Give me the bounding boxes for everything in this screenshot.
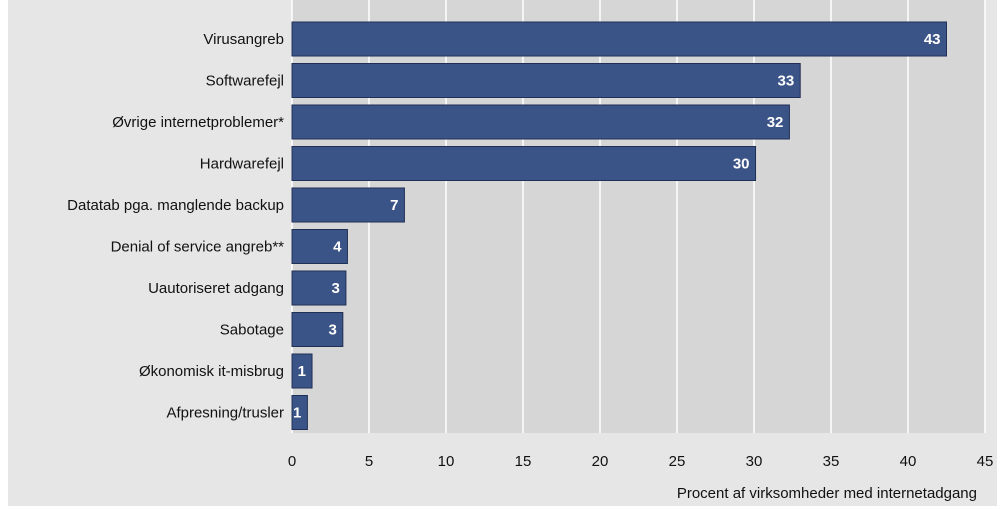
x-tick-label: 0 <box>288 453 296 470</box>
bar <box>291 353 313 389</box>
bar-value-label: 33 <box>778 73 795 90</box>
category-label: Øvrige internetproblemer* <box>112 114 284 131</box>
x-tick-label: 5 <box>365 453 373 470</box>
bar <box>291 63 801 98</box>
bar-value-label: 1 <box>293 405 301 422</box>
bar <box>291 270 347 306</box>
bar <box>291 21 947 57</box>
x-tick-label: 35 <box>823 453 840 470</box>
bar-value-label: 3 <box>328 322 336 339</box>
bar-value-label: 7 <box>390 197 398 214</box>
x-tick-label: 10 <box>438 453 455 470</box>
category-labels: Virusangreb Softwarefejl Øvrige internetpr… <box>67 31 284 422</box>
category-label: Virusangreb <box>203 31 284 48</box>
x-tick-label: 45 <box>977 453 994 470</box>
category-label: Datatab pga. manglende backup <box>67 197 284 214</box>
x-tick-label: 20 <box>592 453 609 470</box>
bar <box>291 187 405 223</box>
x-tick-label: 15 <box>515 453 532 470</box>
bar-value-label: 30 <box>733 156 750 173</box>
chart-panel: 43 33 32 30 7 4 3 3 1 1 Virusangreb Softwarefejl Øv… <box>8 0 997 506</box>
category-label: Uautoriseret adgang <box>148 280 284 297</box>
bar <box>291 395 308 430</box>
category-label: Softwarefejl <box>206 73 284 90</box>
category-label: Sabotage <box>220 322 284 339</box>
bar-value-label: 32 <box>767 114 784 131</box>
bar <box>291 312 344 347</box>
category-label: Denial of service angreb** <box>111 239 285 256</box>
x-tick-label: 40 <box>900 453 917 470</box>
category-label: Økonomisk it-misbrug <box>139 363 284 380</box>
bar <box>291 146 757 181</box>
category-label: Hardwarefejl <box>200 156 284 173</box>
bar-value-label: 4 <box>333 239 342 256</box>
category-label: Afpresning/trusler <box>166 405 284 422</box>
bar-value-label: 43 <box>924 31 941 48</box>
x-axis-title: Procent af virksomheder med internetadga… <box>677 485 977 502</box>
x-tick-label: 25 <box>669 453 686 470</box>
x-tick-label: 30 <box>746 453 763 470</box>
x-tick-labels: 0 5 10 15 20 25 30 35 40 45 <box>288 453 994 470</box>
bar <box>291 229 348 264</box>
bar-value-label: 1 <box>298 363 306 380</box>
bar <box>291 104 790 140</box>
bar-value-label: 3 <box>332 280 340 297</box>
